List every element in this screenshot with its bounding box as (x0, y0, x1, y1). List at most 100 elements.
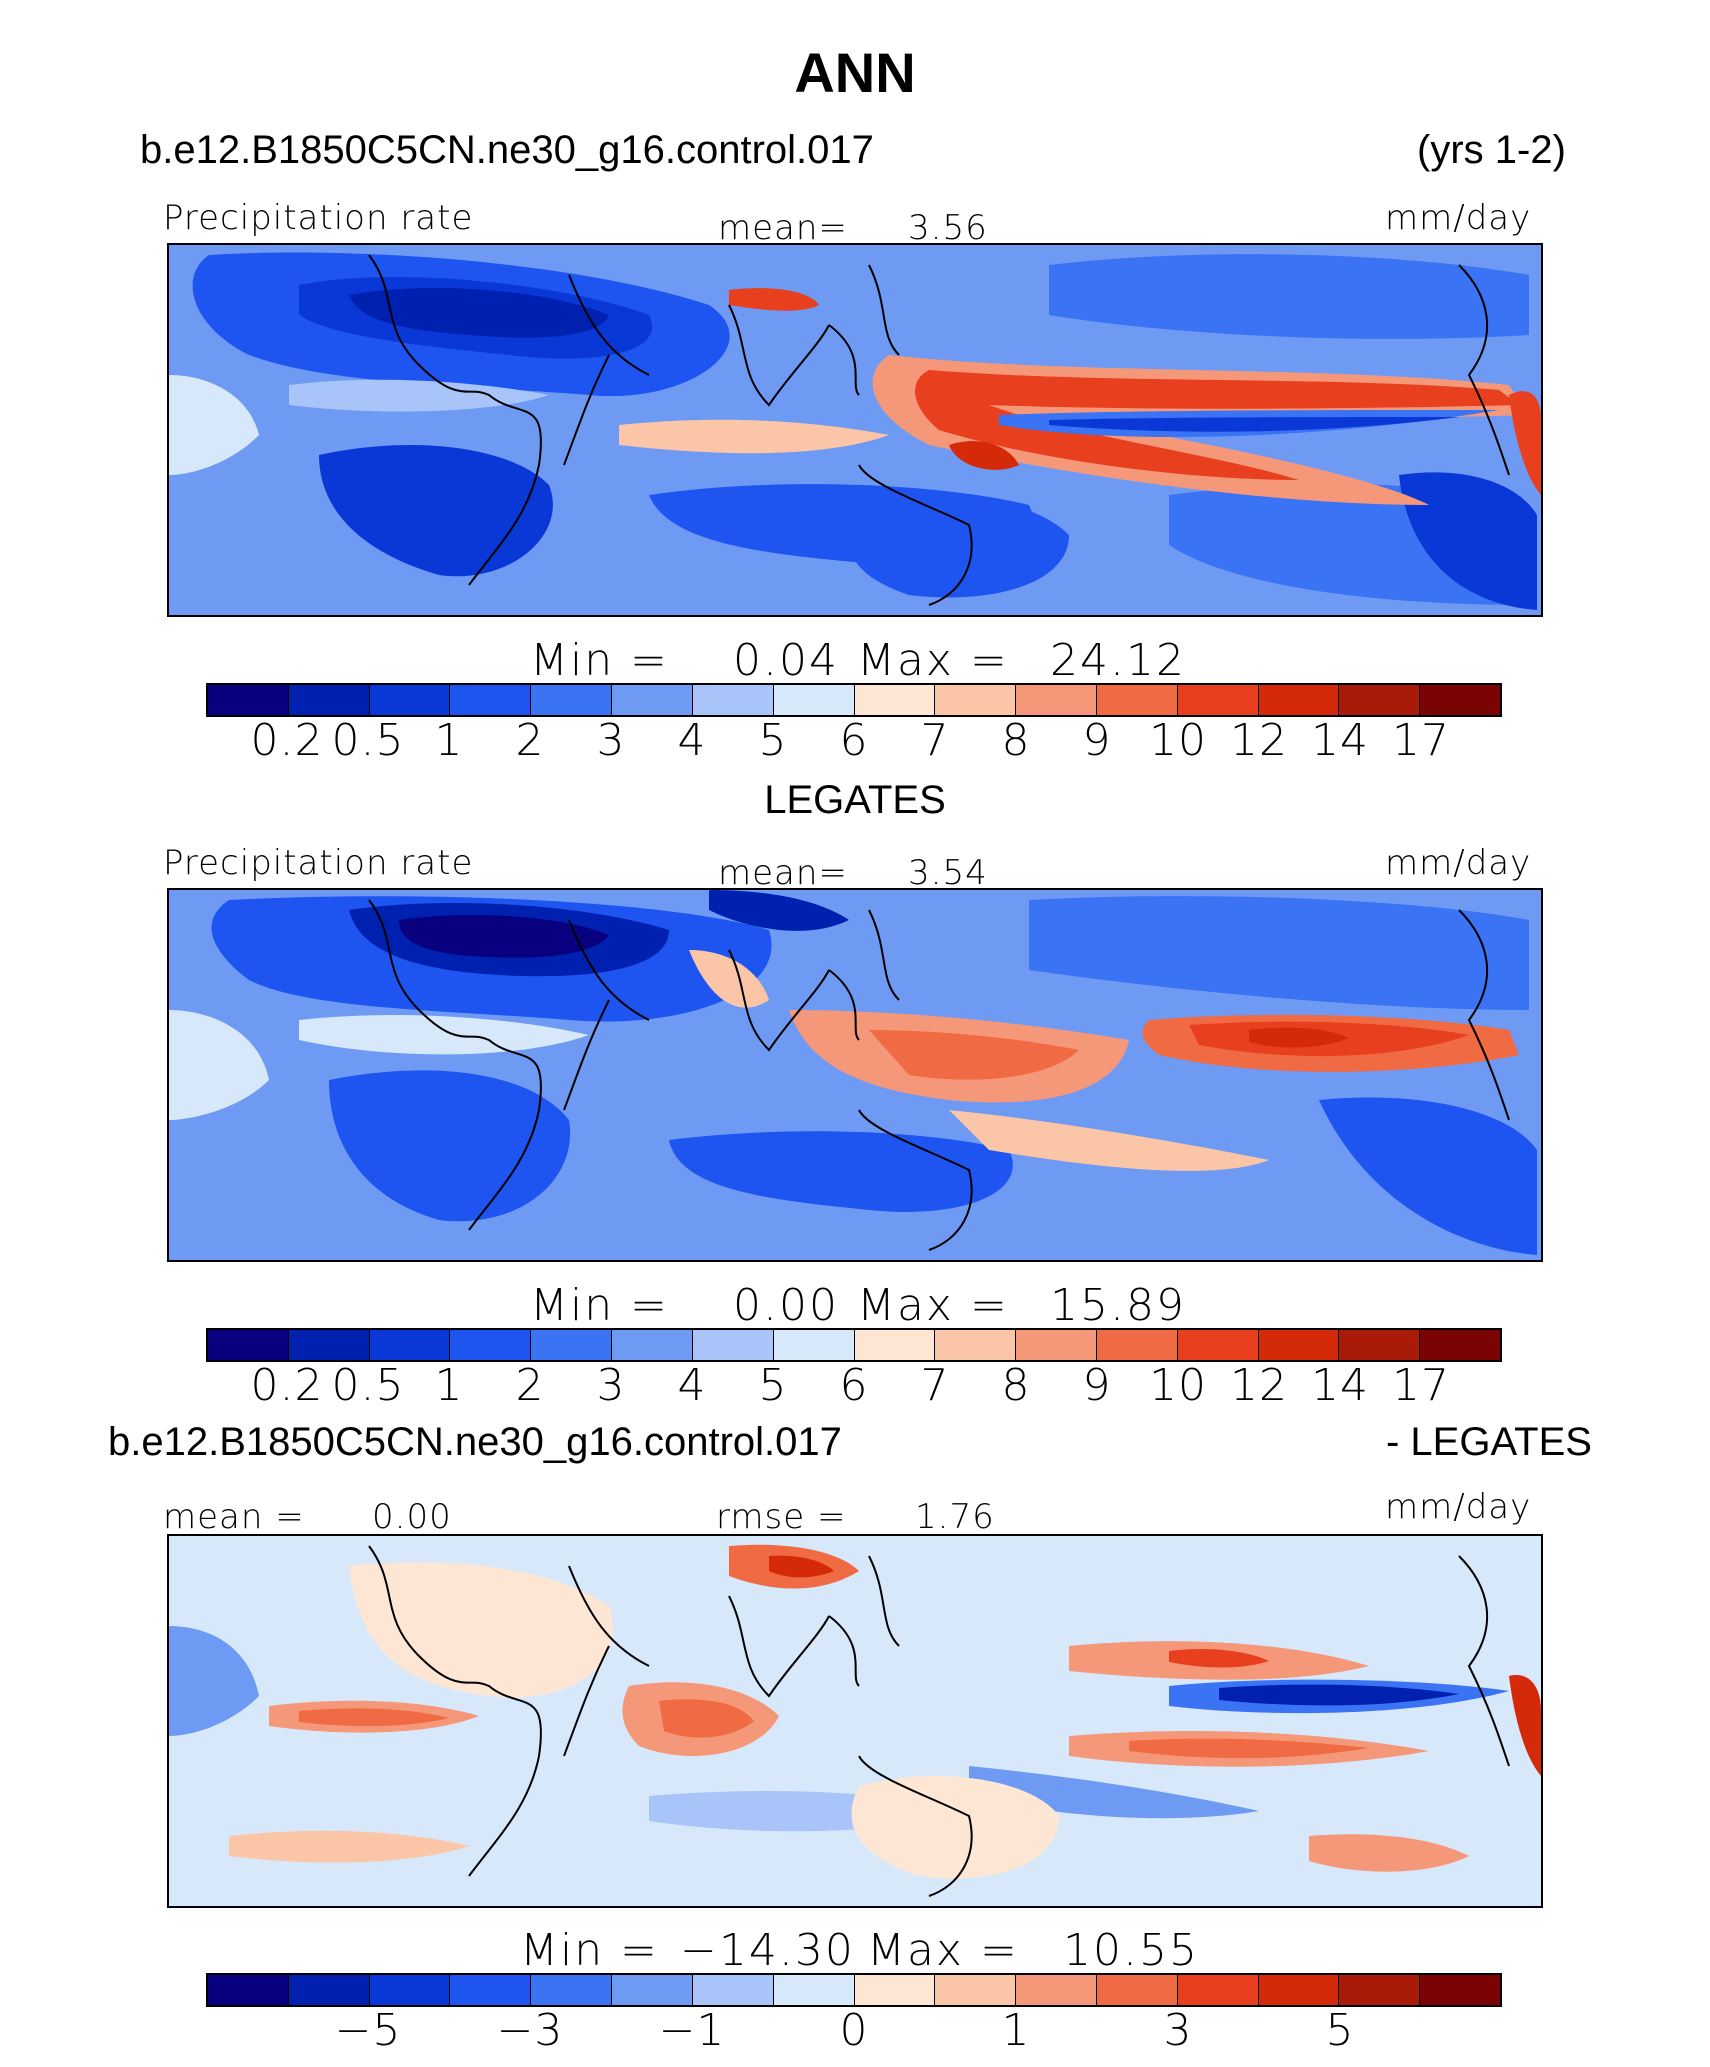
panel3-minus-legates: - LEGATES (1386, 1420, 1592, 1464)
diff-wet-atlantic-core (299, 1708, 449, 1727)
colorbar-swatch (1177, 1330, 1259, 1360)
coastlines (368, 1545, 1510, 1897)
wet-indian-ocean (619, 419, 889, 454)
colorbar-swatch (369, 1330, 451, 1360)
dry-core-sahara-inner (349, 287, 609, 338)
dry-north-pacific (1029, 896, 1529, 1010)
panel1-colorbar-ticks: 0.2 0.5 1 2 3 4 5 6 7 8 9 10 12 14 17 (206, 715, 1502, 775)
colorbar-tick-label: 10 (1149, 715, 1207, 766)
panel2-max-label: Max = (857, 1280, 1009, 1331)
panel3-map-svg (169, 1536, 1541, 1906)
panel1-min-value: 0.04 (733, 635, 839, 686)
dry-australia (849, 497, 1069, 598)
colorbar-tick-label: 4 (677, 1360, 707, 1411)
wet-warm-pool-core (869, 1030, 1079, 1080)
diff-wet-pacific-south-core (1129, 1738, 1369, 1759)
colorbar-tick-label: 8 (1001, 715, 1031, 766)
colorbar-swatch (208, 1975, 289, 2005)
colorbar-swatch (1016, 1975, 1097, 2005)
colorbar-tick-label: 1 (434, 1360, 464, 1411)
panel3-mean-value: 0.00 (372, 1497, 452, 1537)
colorbar-tick-label: 1 (1001, 2005, 1031, 2056)
colorbar-tick-label: 14 (1311, 1360, 1369, 1411)
colorbar-swatch (531, 1975, 613, 2005)
panel3-max-value: 10.55 (1063, 1925, 1199, 1976)
colorbar-swatch (1177, 685, 1259, 715)
colorbar-tick-label: 6 (839, 1360, 869, 1411)
panel2-max-value: 15.89 (1050, 1280, 1186, 1331)
colorbar-tick-label: −5 (334, 2005, 402, 2056)
colorbar-swatch (1016, 685, 1097, 715)
colorbar-tick-label: 7 (920, 1360, 950, 1411)
colorbar-tick-label: 7 (920, 715, 950, 766)
dry-sahara-inner (399, 915, 609, 958)
dry-southeast-pacific (1399, 472, 1537, 610)
diff-dry-cold-tongue-core (1219, 1684, 1459, 1706)
colorbar-swatch (1420, 685, 1500, 715)
colorbar-swatch (773, 685, 855, 715)
colorbar-tick-label: 5 (758, 715, 788, 766)
colorbar-swatch (1420, 1330, 1500, 1360)
colorbar-swatch (773, 1975, 855, 2005)
colorbar-swatch (692, 1975, 774, 2005)
panel3-min-label: Min = (520, 1925, 659, 1976)
colorbar-tick-label: 8 (1001, 1360, 1031, 1411)
colorbar-swatch (692, 1330, 774, 1360)
panel3-map (167, 1534, 1543, 1908)
panel1-min-label: Min = (530, 635, 669, 686)
panel2-mean-value: 3.54 (908, 853, 988, 893)
colorbar-swatch (1096, 685, 1178, 715)
panel1-mean-value: 3.56 (908, 208, 988, 248)
panel1-units: mm/day (1385, 198, 1532, 238)
panel2-map-svg (169, 890, 1541, 1260)
panel3-max-label: Max = (867, 1925, 1019, 1976)
wet-maritime-continent (949, 441, 1019, 470)
panel1-case-name: b.e12.B1850C5CN.ne30_g16.control.017 (140, 128, 874, 172)
colorbar-tick-label: 2 (515, 1360, 545, 1411)
colorbar-tick-label: 0.5 (331, 1360, 405, 1411)
colorbar-tick-label: 3 (596, 1360, 626, 1411)
colorbar-tick-label: 3 (596, 715, 626, 766)
colorbar-swatch (1016, 1330, 1097, 1360)
panel2-map (167, 888, 1543, 1262)
colorbar-tick-label: 17 (1392, 715, 1450, 766)
colorbar-swatch (369, 1975, 451, 2005)
wet-amazon (169, 375, 259, 475)
wet-africa-equator (299, 1015, 589, 1055)
diff-wet-south-atlantic (229, 1830, 469, 1863)
colorbar-swatch (612, 685, 693, 715)
colorbar-tick-label: 4 (677, 715, 707, 766)
colorbar-swatch (288, 1975, 370, 2005)
panel2-min-label: Min = (530, 1280, 669, 1331)
colorbar-swatch (1177, 1975, 1259, 2005)
coastlines (368, 254, 1510, 606)
colorbar-swatch (1339, 1975, 1421, 2005)
diff-wet-indian-core (659, 1699, 754, 1738)
colorbar-tick-label: 5 (1325, 2005, 1355, 2056)
dry-southern-africa (319, 445, 553, 577)
dry-southeast-pacific (1319, 1097, 1537, 1255)
panel3-units: mm/day (1385, 1487, 1532, 1527)
panel3-colorbar-ticks: −5 −3 −1 0 1 3 5 (206, 2005, 1502, 2065)
colorbar-tick-label: −1 (658, 2005, 726, 2056)
panel3-rmse-label: rmse = (716, 1497, 847, 1537)
coastlines (368, 899, 1510, 1251)
panel2-colorbar (206, 1328, 1502, 1362)
panel2-colorbar-ticks: 0.2 0.5 1 2 3 4 5 6 7 8 9 10 12 14 17 (206, 1360, 1502, 1420)
itcz-band-core (915, 370, 1519, 480)
panel3-rmse-value: 1.76 (915, 1497, 995, 1537)
dry-arabia (709, 890, 849, 931)
colorbar-swatch (773, 1330, 855, 1360)
panel2-title: LEGATES (764, 778, 946, 822)
panel1-years: (yrs 1-2) (1417, 128, 1566, 172)
colorbar-swatch (935, 1330, 1017, 1360)
colorbar-swatch (854, 685, 936, 715)
colorbar-tick-label: 5 (758, 1360, 788, 1411)
panel1-colorbar (206, 683, 1502, 717)
colorbar-swatch (1339, 685, 1421, 715)
colorbar-swatch (450, 1975, 532, 2005)
colorbar-tick-label: 3 (1163, 2005, 1193, 2056)
colorbar-tick-label: 6 (839, 715, 869, 766)
colorbar-swatch (1339, 1330, 1421, 1360)
wet-central-america (1509, 391, 1541, 495)
